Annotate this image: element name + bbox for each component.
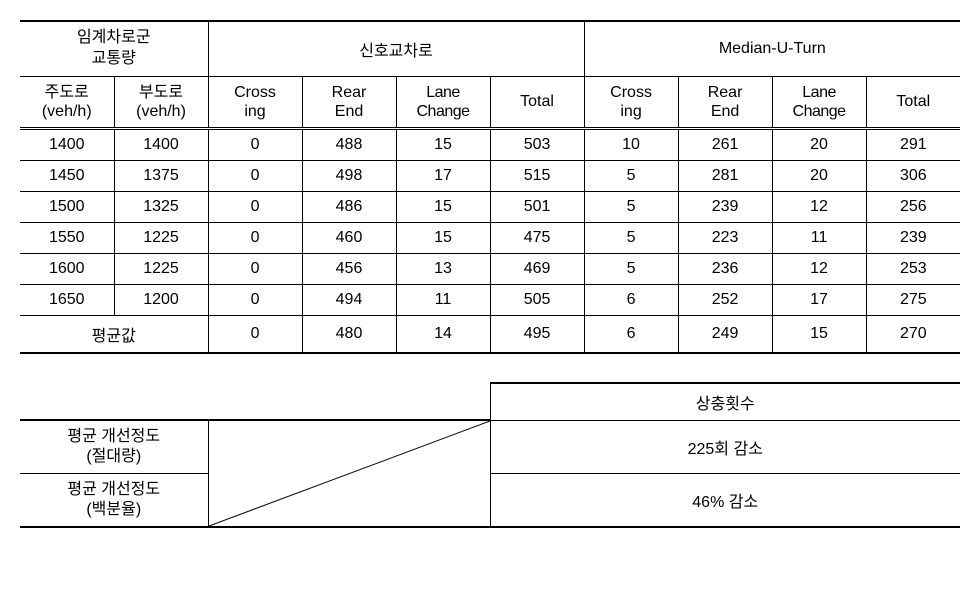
table-cell: 456 <box>302 253 396 284</box>
table-cell: 15 <box>396 222 490 253</box>
table-cell: 281 <box>678 160 772 191</box>
table-cell: 17 <box>772 284 866 315</box>
col-header-0: 주도로 (veh/h) <box>20 76 114 128</box>
table-cell: 1200 <box>114 284 208 315</box>
table-cell: 275 <box>866 284 960 315</box>
col-header-8: Lane Change <box>772 76 866 128</box>
table-cell: 239 <box>678 191 772 222</box>
avg-cell-4: 6 <box>584 315 678 353</box>
col-header-3: Rear End <box>302 76 396 128</box>
table-cell: 20 <box>772 128 866 160</box>
table-cell: 0 <box>208 160 302 191</box>
table-cell: 469 <box>490 253 584 284</box>
col-header-9: Total <box>866 76 960 128</box>
table-cell: 17 <box>396 160 490 191</box>
table-cell: 0 <box>208 191 302 222</box>
table-cell: 486 <box>302 191 396 222</box>
summary-blank-tc <box>208 383 490 421</box>
table-cell: 236 <box>678 253 772 284</box>
summary-blank-tl <box>20 383 208 421</box>
table-cell: 460 <box>302 222 396 253</box>
table-cell: 15 <box>396 128 490 160</box>
table-cell: 1400 <box>20 128 114 160</box>
table-cell: 253 <box>866 253 960 284</box>
table-cell: 11 <box>396 284 490 315</box>
avg-cell-3: 495 <box>490 315 584 353</box>
table-cell: 5 <box>584 191 678 222</box>
col-header-6: Cross ing <box>584 76 678 128</box>
table-cell: 291 <box>866 128 960 160</box>
table-cell: 5 <box>584 253 678 284</box>
table-cell: 1600 <box>20 253 114 284</box>
summary-row1-value: 46% 감소 <box>490 474 960 528</box>
table-cell: 1550 <box>20 222 114 253</box>
table-cell: 0 <box>208 284 302 315</box>
table-cell: 0 <box>208 128 302 160</box>
header-group-c: Median-U-Turn <box>584 21 960 76</box>
summary-row0-label: 평균 개선정도 (절대량) <box>20 420 208 474</box>
table-cell: 488 <box>302 128 396 160</box>
table-cell: 501 <box>490 191 584 222</box>
col-header-7: Rear End <box>678 76 772 128</box>
col-header-4: Lane Change <box>396 76 490 128</box>
main-data-table: 임계차로군 교통량 신호교차로 Median-U-Turn 주도로 (veh/h… <box>20 20 960 354</box>
avg-cell-0: 0 <box>208 315 302 353</box>
avg-cell-2: 14 <box>396 315 490 353</box>
col-header-1: 부도로 (veh/h) <box>114 76 208 128</box>
table-cell: 256 <box>866 191 960 222</box>
table-cell: 475 <box>490 222 584 253</box>
table-cell: 1650 <box>20 284 114 315</box>
table-cell: 0 <box>208 222 302 253</box>
table-cell: 223 <box>678 222 772 253</box>
table-cell: 1325 <box>114 191 208 222</box>
avg-cell-1: 480 <box>302 315 396 353</box>
diagonal-cell <box>208 420 490 527</box>
avg-cell-7: 270 <box>866 315 960 353</box>
table-cell: 503 <box>490 128 584 160</box>
table-cell: 498 <box>302 160 396 191</box>
avg-label: 평균값 <box>20 315 208 353</box>
table-cell: 1500 <box>20 191 114 222</box>
table-cell: 1375 <box>114 160 208 191</box>
summary-table: 상충횟수 평균 개선정도 (절대량) 225회 감소 평균 개선정도 (백분율)… <box>20 382 960 529</box>
table-cell: 494 <box>302 284 396 315</box>
table-cell: 13 <box>396 253 490 284</box>
table-cell: 239 <box>866 222 960 253</box>
table-cell: 0 <box>208 253 302 284</box>
avg-cell-6: 15 <box>772 315 866 353</box>
table-cell: 1450 <box>20 160 114 191</box>
header-group-b: 신호교차로 <box>208 21 584 76</box>
table-cell: 252 <box>678 284 772 315</box>
table-cell: 515 <box>490 160 584 191</box>
table-cell: 5 <box>584 160 678 191</box>
table-cell: 20 <box>772 160 866 191</box>
summary-row0-value: 225회 감소 <box>490 420 960 474</box>
table-cell: 1225 <box>114 222 208 253</box>
col-header-5: Total <box>490 76 584 128</box>
table-cell: 1400 <box>114 128 208 160</box>
table-cell: 1225 <box>114 253 208 284</box>
table-cell: 10 <box>584 128 678 160</box>
table-cell: 6 <box>584 284 678 315</box>
table-cell: 5 <box>584 222 678 253</box>
table-cell: 12 <box>772 191 866 222</box>
avg-cell-5: 249 <box>678 315 772 353</box>
header-group-a: 임계차로군 교통량 <box>20 21 208 76</box>
table-cell: 306 <box>866 160 960 191</box>
table-cell: 11 <box>772 222 866 253</box>
col-header-2: Cross ing <box>208 76 302 128</box>
table-cell: 15 <box>396 191 490 222</box>
table-cell: 12 <box>772 253 866 284</box>
summary-header: 상충횟수 <box>490 383 960 421</box>
table-cell: 505 <box>490 284 584 315</box>
diagonal-line-icon <box>209 421 490 526</box>
table-cell: 261 <box>678 128 772 160</box>
summary-row1-label: 평균 개선정도 (백분율) <box>20 474 208 528</box>
